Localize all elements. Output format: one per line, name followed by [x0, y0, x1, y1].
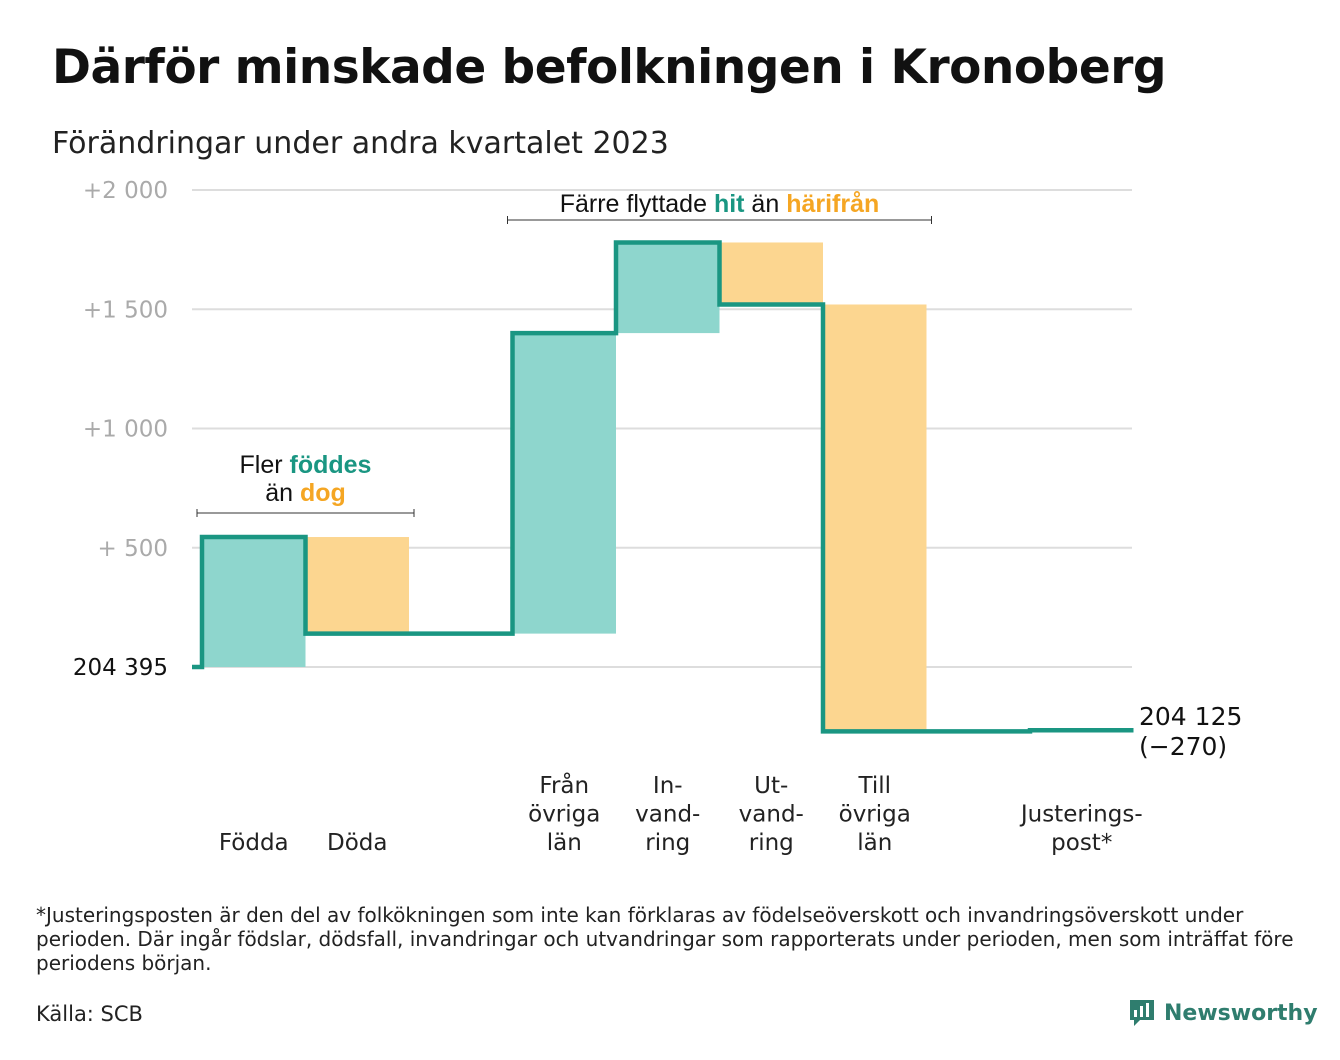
- x-category-label: Födda: [219, 830, 289, 856]
- x-category-label: Döda: [327, 830, 387, 856]
- grid-layer: [192, 189, 1132, 668]
- x-category-label: Ut-vand-ring: [739, 773, 804, 856]
- y-tick-label: + 500: [98, 536, 168, 562]
- bar-chart-speech-icon: [1130, 1000, 1154, 1026]
- annotation-text: Fler föddes: [240, 451, 372, 479]
- bar-decrease: [305, 537, 409, 634]
- brand-logo: Newsworthy: [1128, 998, 1318, 1028]
- annotation-text: än dog: [265, 479, 346, 507]
- chart-subtitle: Förändringar under andra kvartalet 2023: [52, 126, 669, 161]
- y-tick-label: +2 000: [83, 178, 168, 204]
- x-category-label: Från övriga län: [528, 771, 600, 856]
- label-layer: 204 395 + 500 +1 000 +1 500 +2 000 Födda Döda F…: [73, 178, 1243, 856]
- brand-name: Newsworthy: [1164, 1000, 1318, 1026]
- step-line: [192, 240, 1134, 734]
- x-category-label: Justerings-post*: [1019, 802, 1143, 857]
- bar-increase: [512, 333, 616, 634]
- bar-increase: [616, 242, 720, 334]
- bar-decrease: [823, 304, 927, 732]
- y-tick-label: +1 000: [83, 417, 168, 443]
- step-line-layer: [192, 240, 1134, 734]
- bar-layer: [202, 242, 927, 732]
- source-label: Källa: SCB: [36, 1002, 143, 1026]
- bar-increase: [202, 537, 306, 667]
- chart-title: Därför minskade befolkningen i Kronoberg: [52, 40, 1167, 95]
- end-change-label: (−270): [1139, 732, 1227, 761]
- annotation-text: Färre flyttade hit än härifrån: [560, 190, 880, 218]
- x-category-label: In-vand-ring: [635, 773, 700, 856]
- x-category-label: Till övriga län: [839, 773, 911, 856]
- bar-decrease: [719, 242, 823, 305]
- footnote: *Justeringsposten är den del av folkökni…: [36, 903, 1294, 975]
- y-tick-label: 204 395: [73, 655, 168, 681]
- end-value-label: 204 125: [1139, 702, 1242, 731]
- waterfall-chart: 204 395 + 500 +1 000 +1 500 +2 000 Födda Döda F…: [73, 178, 1243, 856]
- y-tick-label: +1 500: [83, 297, 168, 323]
